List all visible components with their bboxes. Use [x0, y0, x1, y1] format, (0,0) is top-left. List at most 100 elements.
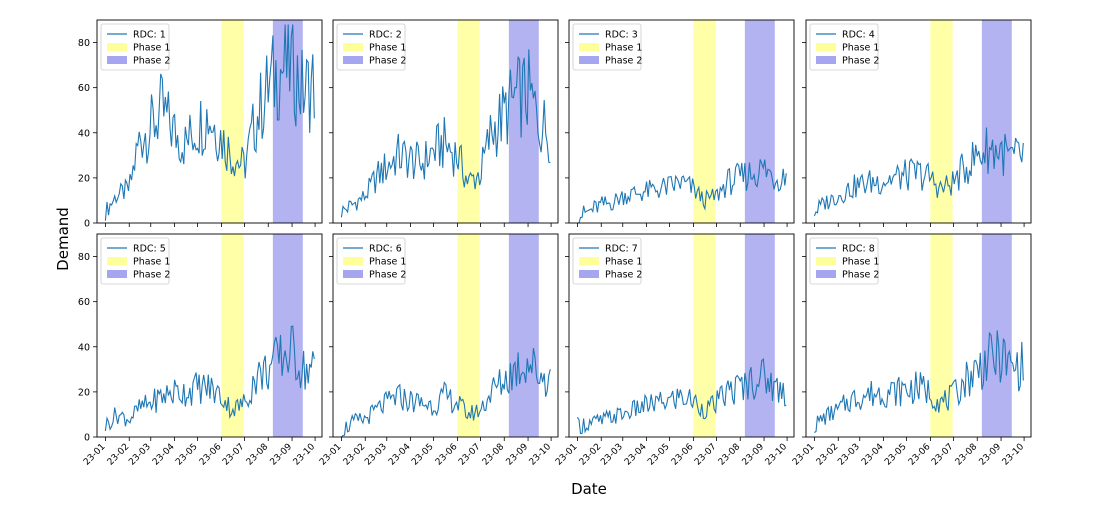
phase1-band: [930, 20, 953, 223]
legend: RDC: 8 Phase 1 Phase 2: [809, 237, 879, 285]
y-tick-label: 20: [78, 387, 90, 398]
legend-label: RDC: 7: [605, 244, 638, 255]
demand-line: [104, 24, 315, 221]
legend-label: RDC: 5: [133, 244, 166, 255]
legend-phase2-swatch: [343, 56, 363, 64]
legend-label: Phase 2: [605, 56, 642, 67]
legend-phase2-swatch: [579, 56, 599, 64]
legend-label: RDC: 8: [842, 244, 875, 255]
legend-label: Phase 1: [605, 43, 642, 54]
subplot-rdc-3: RDC: 3 Phase 1 Phase 2: [565, 19, 795, 227]
demand-line: [341, 348, 551, 438]
subplot-rdc-2: RDC: 2 Phase 1 Phase 2: [329, 19, 559, 227]
y-tick-label: 20: [78, 173, 90, 184]
legend-phase1-swatch: [343, 257, 363, 265]
y-tick-label: 0: [84, 433, 90, 444]
x-tick-label: 23-08: [245, 442, 271, 468]
x-tick-label: 23-08: [954, 442, 980, 468]
legend: RDC: 2 Phase 1 Phase 2: [336, 23, 406, 71]
x-tick-label: 23-08: [481, 442, 507, 468]
legend-label: Phase 2: [369, 56, 406, 67]
legend: RDC: 7 Phase 1 Phase 2: [572, 237, 642, 285]
panels-group: 0 20 40 60 80 RDC: 1 Phase 1 Phase 2 RDC: 2 Phase…: [78, 19, 1032, 468]
x-tick-label: 23-09: [741, 442, 767, 468]
axes-frame: [805, 19, 1032, 224]
subplot-rdc-1: 0 20 40 60 80 RDC: 1 Phase 1 Phase 2: [78, 19, 323, 230]
x-tick-label: 23-01: [318, 442, 344, 468]
legend-label: RDC: 3: [605, 30, 638, 41]
axes-frame: [568, 233, 795, 438]
phase1-band: [221, 234, 244, 437]
x-tick-label: 23-03: [599, 442, 625, 468]
x-tick-label: 23-09: [269, 442, 295, 468]
x-tick-label: 23-01: [554, 442, 580, 468]
legend-phase1-swatch: [107, 43, 127, 51]
x-tick-label: 23-02: [342, 442, 368, 468]
axes-frame: [96, 233, 323, 438]
x-tick-label: 23-09: [978, 442, 1004, 468]
phase1-band: [930, 234, 953, 437]
x-tick-label: 23-08: [717, 442, 743, 468]
y-tick-label: 80: [78, 252, 90, 263]
x-tick-label: 23-03: [127, 442, 153, 468]
x-tick-label: 23-06: [670, 442, 696, 468]
x-tick-label: 23-02: [578, 442, 604, 468]
legend-phase2-swatch: [107, 56, 127, 64]
legend-label: Phase 2: [605, 270, 642, 281]
legend-label: Phase 1: [369, 43, 406, 54]
axes-frame: [332, 233, 559, 438]
legend: RDC: 1 Phase 1 Phase 2: [100, 23, 170, 71]
demand-line: [104, 325, 315, 431]
phase1-band: [693, 20, 716, 223]
legend-label: Phase 2: [369, 270, 406, 281]
legend-label: Phase 1: [369, 257, 406, 268]
x-tick-label: 23-05: [174, 442, 200, 468]
legend-phase1-swatch: [816, 43, 836, 51]
subplot-rdc-6: 23-0123-0223-0323-0423-0523-0623-0723-08…: [318, 233, 559, 468]
phase1-band: [457, 20, 480, 223]
legend-phase2-swatch: [343, 270, 363, 278]
x-tick-label: 23-10: [764, 442, 790, 468]
subplot-rdc-5: 02040608023-0123-0223-0323-0423-0523-062…: [78, 233, 323, 468]
x-tick-label: 23-05: [646, 442, 672, 468]
legend-label: Phase 2: [133, 56, 170, 67]
legend: RDC: 3 Phase 1 Phase 2: [572, 23, 642, 71]
y-tick-label: 80: [78, 38, 90, 49]
phase1-band: [221, 20, 244, 223]
x-tick-label: 23-01: [791, 442, 817, 468]
x-tick-label: 23-03: [836, 442, 862, 468]
legend-label: RDC: 6: [369, 244, 402, 255]
legend-label: Phase 2: [842, 56, 879, 67]
legend-label: Phase 1: [842, 257, 879, 268]
phase2-band: [744, 234, 775, 437]
legend-phase1-swatch: [816, 257, 836, 265]
x-tick-label: 23-10: [528, 442, 554, 468]
x-tick-label: 23-06: [907, 442, 933, 468]
phase2-band: [508, 234, 539, 437]
x-tick-label: 23-02: [815, 442, 841, 468]
legend-phase2-swatch: [816, 56, 836, 64]
x-tick-label: 23-02: [106, 442, 132, 468]
legend-phase2-swatch: [579, 270, 599, 278]
demand-line: [576, 357, 787, 435]
demand-line: [813, 127, 1024, 217]
x-tick-label: 23-10: [292, 442, 318, 468]
axes-frame: [568, 19, 795, 224]
axes-frame: [332, 19, 559, 224]
x-tick-label: 23-04: [860, 442, 886, 468]
y-tick-label: 0: [84, 219, 90, 230]
x-axis-label: Date: [571, 480, 607, 498]
legend-label: RDC: 4: [842, 30, 875, 41]
x-tick-label: 23-05: [883, 442, 909, 468]
legend-phase1-swatch: [343, 43, 363, 51]
x-tick-label: 23-04: [151, 442, 177, 468]
phase2-band: [272, 234, 303, 437]
y-tick-label: 40: [78, 128, 90, 139]
legend: RDC: 5 Phase 1 Phase 2: [100, 237, 170, 285]
legend-phase1-swatch: [579, 43, 599, 51]
x-tick-label: 23-07: [930, 442, 956, 468]
legend-label: Phase 2: [842, 270, 879, 281]
x-tick-label: 23-06: [434, 442, 460, 468]
legend-phase2-swatch: [107, 270, 127, 278]
legend: RDC: 6 Phase 1 Phase 2: [336, 237, 406, 285]
